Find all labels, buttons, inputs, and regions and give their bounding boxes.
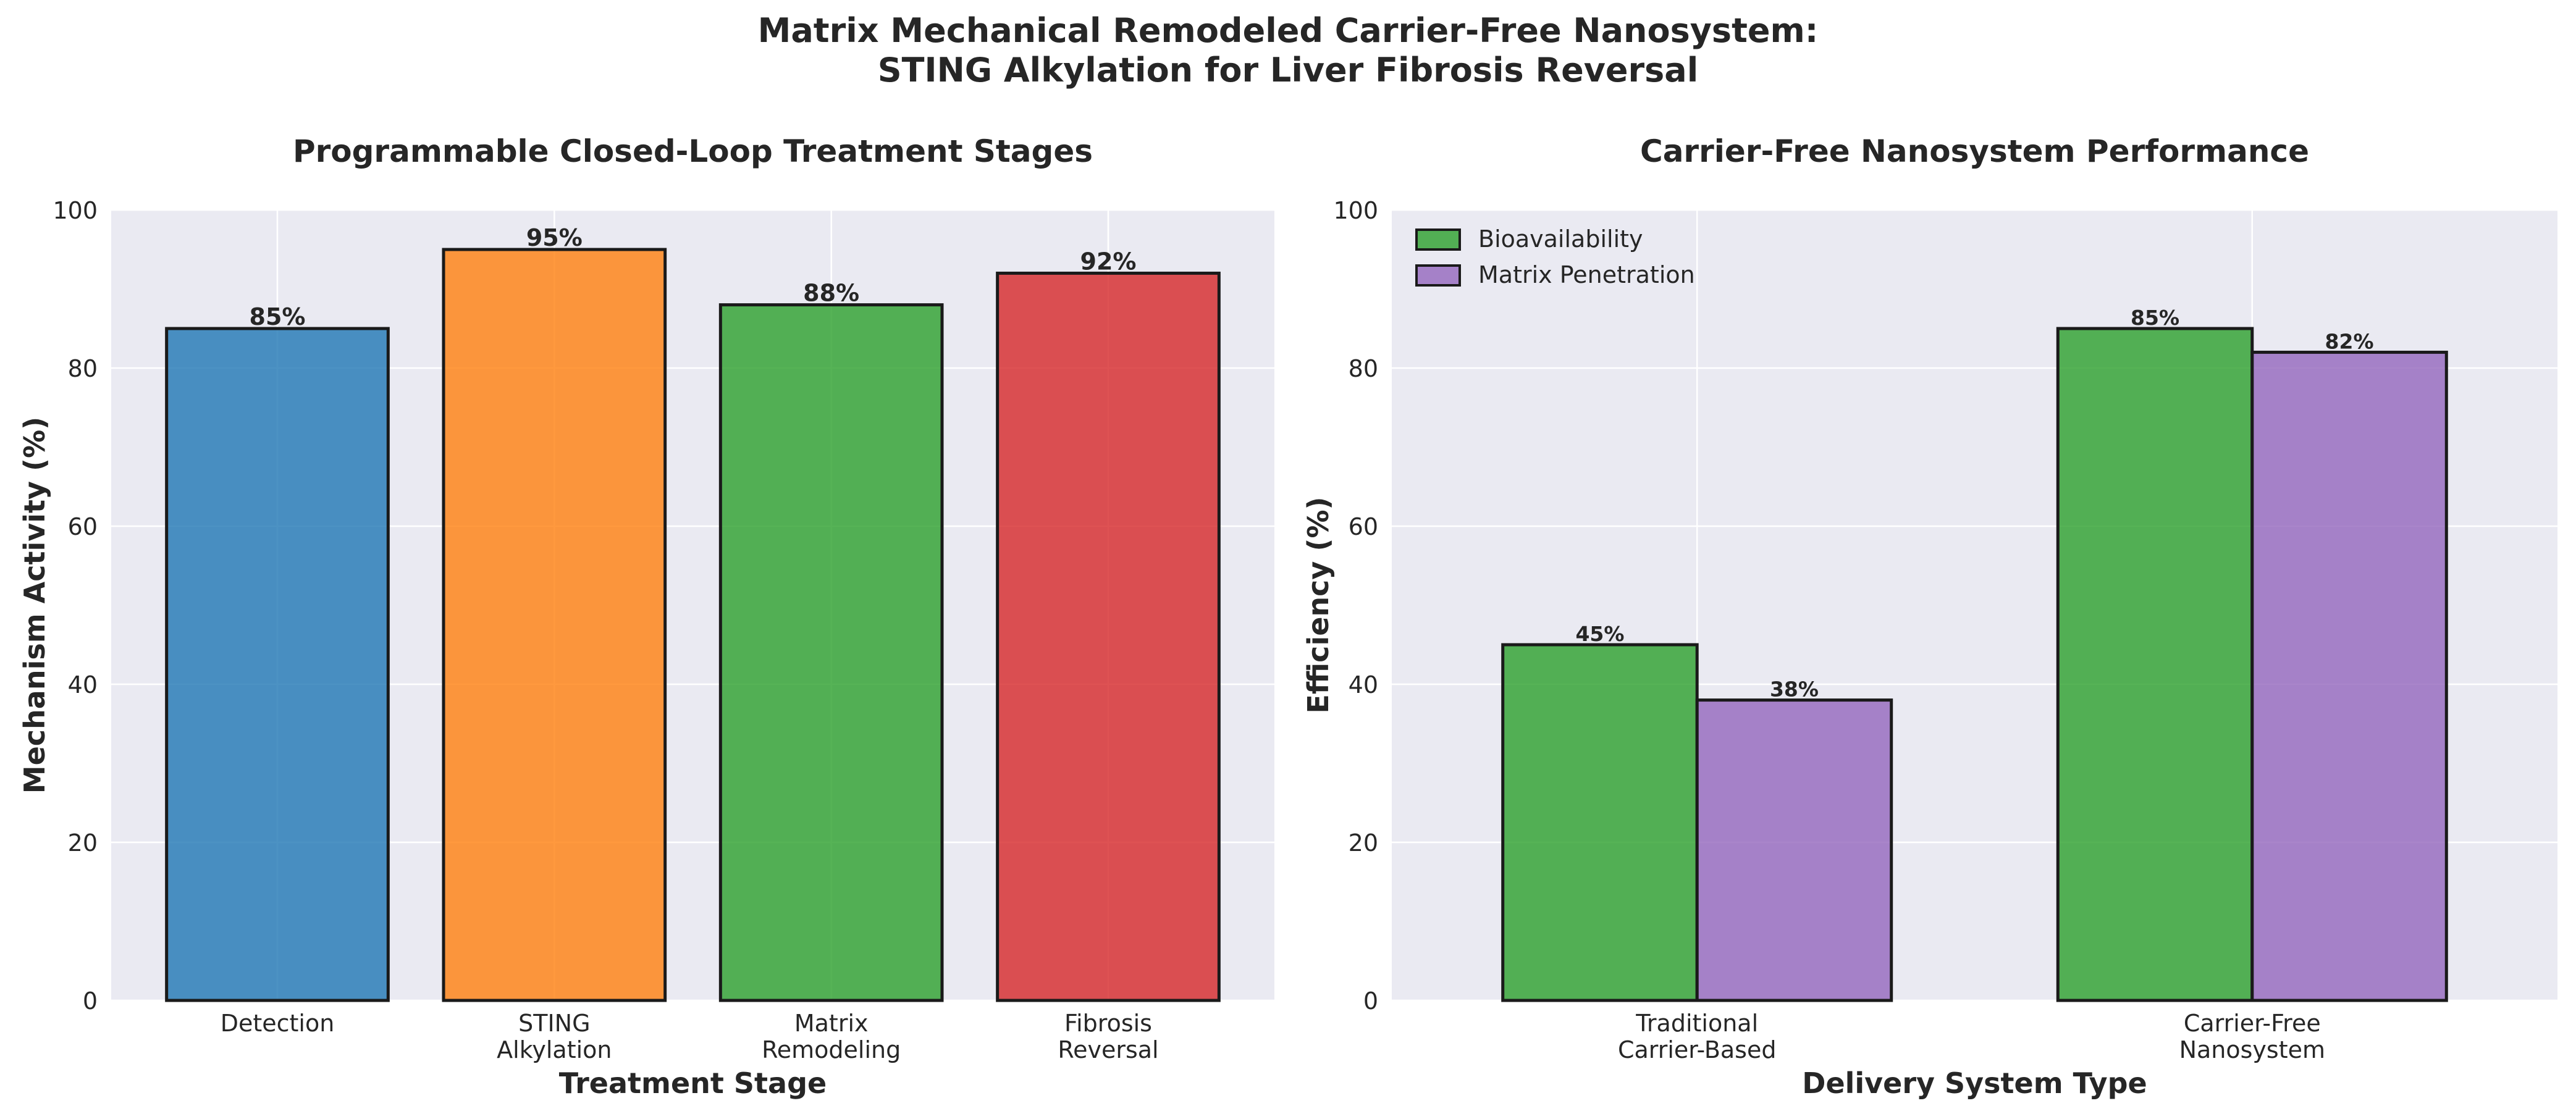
x-tick-label-line: Detection bbox=[221, 1010, 335, 1037]
figure-title-line-1: Matrix Mechanical Remodeled Carrier-Free… bbox=[757, 11, 1819, 50]
y-tick-label: 20 bbox=[68, 829, 98, 857]
x-tick-label-line: Nanosystem bbox=[2179, 1036, 2325, 1063]
y-tick-label: 0 bbox=[83, 987, 98, 1015]
y-tick-label: 40 bbox=[1349, 671, 1378, 698]
bar-matrix-penetration bbox=[1695, 698, 1893, 1002]
x-tick-label-line: STING bbox=[518, 1010, 590, 1037]
bar-matrix-remodeling bbox=[718, 303, 944, 1002]
x-tick-label-line: Matrix bbox=[794, 1010, 869, 1037]
y-tick-label: 40 bbox=[68, 671, 98, 698]
y-tick-label: 80 bbox=[68, 355, 98, 382]
figure-title-line-2: STING Alkylation for Liver Fibrosis Reve… bbox=[877, 51, 1699, 90]
y-axis-label: Efficiency (%) bbox=[1302, 497, 1335, 713]
y-tick-label: 60 bbox=[1349, 513, 1378, 540]
bar-value-label: 92% bbox=[1080, 248, 1137, 275]
bar-bioavailability bbox=[1501, 643, 1699, 1002]
x-tick-label-line: Traditional bbox=[1635, 1010, 1758, 1037]
chart-title: Programmable Closed-Loop Treatment Stage… bbox=[293, 133, 1093, 169]
bar-value-label: 85% bbox=[250, 303, 306, 330]
y-tick-label: 60 bbox=[68, 513, 98, 540]
legend-label: Matrix Penetration bbox=[1478, 261, 1695, 288]
x-tick-label: Matrix Remodeling bbox=[762, 1010, 901, 1063]
y-tick-label: 100 bbox=[53, 197, 98, 224]
bar-value-label: 38% bbox=[1770, 677, 1819, 702]
y-tick-label: 100 bbox=[1333, 197, 1378, 224]
legend-label: Bioavailability bbox=[1478, 225, 1643, 253]
x-tick-label-line: Alkylation bbox=[497, 1036, 612, 1063]
chart-title: Carrier-Free Nanosystem Performance bbox=[1640, 133, 2309, 169]
bar-value-label: 82% bbox=[2325, 329, 2374, 353]
bar-sting-alkylation bbox=[442, 248, 667, 1002]
x-tick-label: STING Alkylation bbox=[497, 1010, 612, 1063]
legend-swatch bbox=[1415, 228, 1461, 251]
bar-bioavailability bbox=[2056, 327, 2254, 1002]
bar-value-label: 95% bbox=[526, 224, 583, 251]
x-tick-label-line: Reversal bbox=[1058, 1036, 1158, 1063]
x-tick-label-line: Carrier-Free bbox=[2184, 1010, 2321, 1037]
x-axis-label: Delivery System Type bbox=[1802, 1067, 2147, 1100]
x-tick-label: Carrier-Free Nanosystem bbox=[2179, 1010, 2325, 1063]
x-tick-label: Detection bbox=[221, 1010, 335, 1037]
bar-value-label: 85% bbox=[2131, 306, 2179, 330]
chart-panel-1: 0 20 40 60 80 100 85% 95% 88% 92% Detection STING Al… bbox=[18, 133, 1274, 1100]
x-axis-label: Treatment Stage bbox=[559, 1067, 827, 1100]
x-tick-label-line: Carrier-Based bbox=[1618, 1036, 1777, 1063]
bar-matrix-penetration bbox=[2250, 350, 2448, 1002]
bar-value-label: 45% bbox=[1575, 622, 1624, 646]
y-tick-label: 20 bbox=[1349, 829, 1378, 857]
legend-swatch bbox=[1415, 264, 1461, 287]
y-tick-label: 80 bbox=[1349, 355, 1378, 382]
bar-value-label: 88% bbox=[803, 280, 859, 307]
x-tick-label-line: Remodeling bbox=[762, 1036, 901, 1063]
x-tick-label: Traditional Carrier-Based bbox=[1618, 1010, 1777, 1063]
bar-detection bbox=[165, 327, 390, 1002]
x-tick-label-line: Fibrosis bbox=[1064, 1010, 1152, 1037]
figure-title: Matrix Mechanical Remodeled Carrier-Free… bbox=[0, 11, 2576, 90]
x-tick-label: Fibrosis Reversal bbox=[1058, 1010, 1158, 1063]
bar-fibrosis-reversal bbox=[996, 271, 1221, 1002]
y-tick-label: 0 bbox=[1363, 987, 1378, 1015]
y-axis-label: Mechanism Activity (%) bbox=[18, 417, 51, 794]
